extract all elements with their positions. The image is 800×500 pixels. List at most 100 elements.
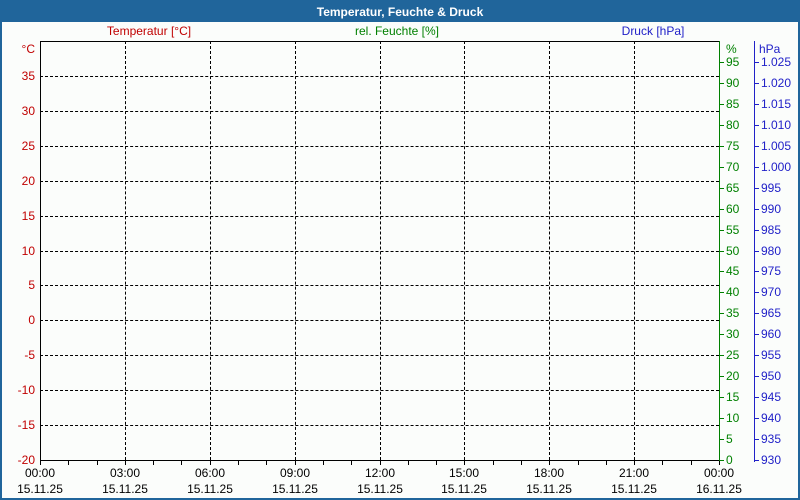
time-minor-tick [153, 461, 154, 465]
time-label: 03:00 [109, 466, 141, 480]
gridline-vertical [125, 41, 126, 460]
humidity-tick-label: 60 [726, 202, 740, 216]
time-label: 00:00 [703, 466, 735, 480]
pressure-tick-mark [754, 397, 759, 398]
date-label: 16.11.25 [696, 482, 742, 496]
time-label: 18:00 [533, 466, 565, 480]
time-minor-tick [351, 461, 352, 465]
temperature-axis-line [40, 41, 41, 460]
pressure-tick-mark [754, 83, 759, 84]
time-minor-tick [323, 461, 324, 465]
time-minor-tick [97, 461, 98, 465]
pressure-tick-label: 1.015 [761, 97, 792, 111]
gridline-horizontal [40, 355, 719, 356]
humidity-tick-label: 50 [726, 244, 740, 258]
humidity-tick-mark [719, 397, 724, 398]
humidity-tick-mark [719, 230, 724, 231]
pressure-tick-mark [754, 292, 759, 293]
pressure-tick-label: 965 [761, 306, 782, 320]
temperature-tick-label: 20 [21, 174, 35, 188]
gridline-vertical [464, 41, 465, 460]
pressure-tick-mark [754, 418, 759, 419]
time-minor-tick [436, 461, 437, 465]
time-minor-tick [719, 461, 720, 465]
pressure-tick-label: 960 [761, 327, 782, 341]
temperature-tick-label: -15 [17, 418, 35, 432]
time-minor-tick [606, 461, 607, 465]
time-axis-line [40, 460, 721, 461]
humidity-tick-mark [719, 62, 724, 63]
temperature-tick-label: -10 [17, 383, 35, 397]
pressure-tick-label: 985 [761, 223, 782, 237]
date-label: 15.11.25 [526, 482, 572, 496]
gridline-vertical [210, 41, 211, 460]
title-bar: Temperatur, Feuchte & Druck [2, 2, 798, 22]
date-label: 15.11.25 [272, 482, 318, 496]
gridline-vertical [380, 41, 381, 460]
date-label: 15.11.25 [187, 482, 233, 496]
date-label: 15.11.25 [102, 482, 148, 496]
humidity-unit-label: % [726, 42, 737, 56]
temperature-tick-label: -20 [17, 453, 35, 467]
humidity-tick-label: 95 [726, 55, 740, 69]
humidity-tick-mark [719, 251, 724, 252]
pressure-tick-label: 1.020 [761, 76, 792, 90]
gridline-vertical [295, 41, 296, 460]
gridline-horizontal [40, 146, 719, 147]
time-minor-tick [662, 461, 663, 465]
humidity-tick-label: 90 [726, 76, 740, 90]
time-minor-tick [634, 461, 635, 465]
pressure-tick-label: 990 [761, 202, 782, 216]
gridline-horizontal [40, 251, 719, 252]
pressure-unit-label: hPa [759, 42, 781, 56]
pressure-tick-label: 975 [761, 264, 782, 278]
gridline-vertical [549, 41, 550, 460]
time-minor-tick [210, 461, 211, 465]
pressure-tick-label: 1.005 [761, 139, 792, 153]
date-label: 15.11.25 [17, 482, 63, 496]
humidity-tick-label: 15 [726, 390, 740, 404]
pressure-tick-mark [754, 251, 759, 252]
plot-top-border [40, 41, 720, 42]
pressure-tick-mark [754, 209, 759, 210]
pressure-tick-mark [754, 188, 759, 189]
time-minor-tick [40, 461, 41, 465]
pressure-tick-label: 970 [761, 285, 782, 299]
pressure-tick-label: 995 [761, 181, 782, 195]
time-minor-tick [493, 461, 494, 465]
gridline-vertical [634, 41, 635, 460]
time-minor-tick [238, 461, 239, 465]
humidity-tick-label: 5 [726, 432, 733, 446]
humidity-tick-mark [719, 271, 724, 272]
pressure-tick-mark [754, 104, 759, 105]
pressure-tick-mark [754, 62, 759, 63]
pressure-tick-label: 935 [761, 432, 782, 446]
humidity-tick-mark [719, 355, 724, 356]
pressure-tick-mark [754, 376, 759, 377]
pressure-tick-mark [754, 271, 759, 272]
gridline-horizontal [40, 111, 719, 112]
time-minor-tick [125, 461, 126, 465]
humidity-tick-label: 75 [726, 139, 740, 153]
legend-pressure: Druck [hPa] [621, 24, 685, 38]
time-minor-tick [578, 461, 579, 465]
gridline-horizontal [40, 216, 719, 217]
humidity-tick-label: 85 [726, 97, 740, 111]
gridline-horizontal [40, 285, 719, 286]
pressure-tick-mark [754, 313, 759, 314]
gridline-horizontal [40, 320, 719, 321]
humidity-tick-mark [719, 104, 724, 105]
time-label: 12:00 [364, 466, 396, 480]
time-minor-tick [380, 461, 381, 465]
date-label: 15.11.25 [441, 482, 487, 496]
humidity-tick-label: 40 [726, 285, 740, 299]
humidity-tick-mark [719, 460, 724, 461]
legend-humidity: rel. Feuchte [%] [354, 24, 440, 38]
pressure-tick-label: 950 [761, 369, 782, 383]
time-minor-tick [68, 461, 69, 465]
humidity-tick-label: 20 [726, 369, 740, 383]
humidity-tick-label: 70 [726, 160, 740, 174]
pressure-tick-label: 945 [761, 390, 782, 404]
pressure-tick-mark [754, 125, 759, 126]
humidity-tick-mark [719, 125, 724, 126]
